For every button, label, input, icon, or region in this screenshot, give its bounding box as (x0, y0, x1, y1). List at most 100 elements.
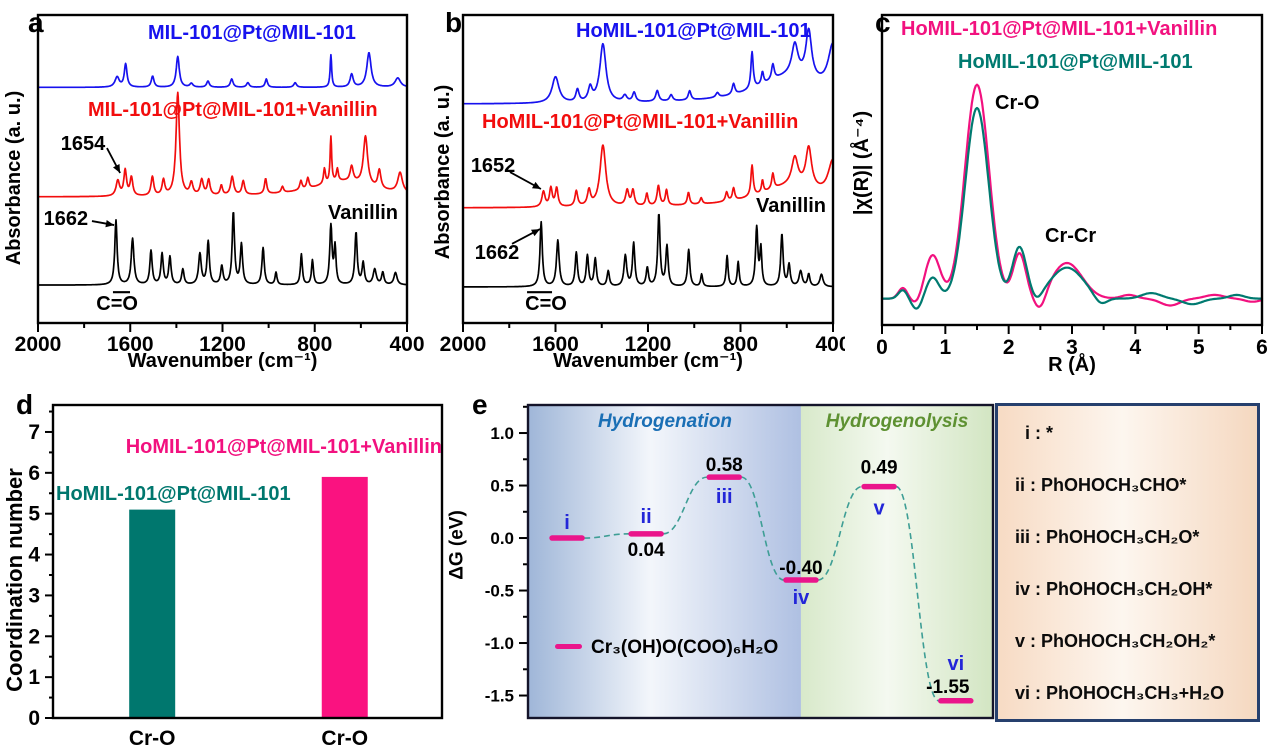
panel-b-y-axis-label: Absorbance (a. u.) (432, 84, 454, 260)
spectrum-curve (462, 27, 834, 105)
panel-b-x-axis-label: Wavenumber (cm⁻¹) (553, 350, 743, 372)
region-label-hydrogenation: Hydrogenation (597, 411, 733, 432)
species-item: iv : PhOHOCH₃CH₂OH* (1015, 579, 1213, 599)
y-tick-label: 1.0 (490, 424, 514, 443)
x-tick-label: 0 (876, 336, 888, 359)
connector-dashed (895, 485, 940, 702)
panel-a-y-axis-label: Absorbance (a. u.) (3, 90, 25, 266)
step-numeral: iv (793, 587, 811, 609)
species-item: vi : PhOHOCH₃CH₃+H₂O (1015, 683, 1225, 703)
panel-letter-e: e (472, 389, 488, 420)
spectrum-curve (37, 211, 408, 286)
x-tick-label: 2 (1003, 336, 1015, 359)
panel-letter-b: b (445, 7, 463, 38)
peak-label-cr-o: Cr-O (995, 92, 1040, 114)
exafs-curve (880, 83, 1264, 308)
step-numeral: i (564, 512, 570, 534)
plot-frame (461, 13, 835, 325)
annotation-arrowhead (532, 181, 541, 189)
y-tick-label: 1 (28, 666, 40, 689)
y-tick-label: 3 (28, 584, 40, 607)
panel-d-legend-plain: HoMIL-101@Pt@MIL-101 (56, 483, 291, 505)
step-numeral: ii (641, 506, 652, 528)
panel-d-y-axis-label: Coordination number (1, 468, 27, 692)
legend-line-swatch (555, 644, 582, 649)
panel-letter-a: a (28, 7, 44, 38)
exafs-curve (880, 106, 1264, 310)
y-tick-label: 0 (28, 707, 40, 730)
panel-a-series-label-vanillin: Vanillin (328, 202, 399, 224)
panel-e-legend: Cr₃(OH)O(COO)₆H₂O (555, 637, 779, 659)
connector-dashed (817, 485, 863, 581)
panel-b-series-label-vanillin: Vanillin (756, 195, 827, 217)
region-background (800, 405, 993, 718)
panel-b-series-label-blue: HoMIL-101@Pt@MIL-101 (576, 20, 811, 42)
x-tick-label: 6 (1256, 336, 1268, 359)
panel-letter-d: d (16, 389, 34, 420)
annotation-arrowhead (113, 164, 121, 173)
step-value: 0.49 (861, 458, 898, 479)
plot-frame (880, 13, 1264, 327)
category-label: Cr-O (129, 727, 176, 748)
panel-c-x-axis-label: R (Å) (1048, 354, 1096, 376)
y-tick-label: -1.5 (485, 687, 514, 706)
panel-a: 2000 1600 1200 800 400 1654 1662 C=O a Absorban… (0, 0, 430, 380)
y-tick-label: 0.5 (490, 477, 514, 496)
x-tick-label: 2000 (440, 333, 487, 356)
x-tick-label: 1600 (532, 333, 579, 356)
x-tick-label: 4 (1129, 336, 1141, 359)
x-tick-label: 1200 (199, 333, 246, 356)
panel-c-y-axis-label: |χ(R)| (Å⁻⁴) (851, 110, 873, 216)
annotation-text: 1654 (61, 133, 106, 155)
step-value: 0.58 (706, 455, 743, 476)
x-tick-label: 400 (815, 333, 845, 356)
panel-d-canvas: Cr-O Cr-O 0 1 2 3 4 5 6 7 (28, 403, 444, 748)
x-tick-label: 1200 (625, 333, 672, 356)
annotation-arrowhead (105, 220, 115, 228)
spectrum-curve (462, 144, 834, 209)
species-item: i : * (1025, 423, 1054, 443)
legend-formula: Cr₃(OH)O(COO)₆H₂O (591, 637, 779, 658)
step-numeral: vi (947, 653, 964, 675)
species-item: ii : PhOHOCH₃CHO* (1015, 475, 1187, 495)
panel-a-canvas: 2000 1600 1200 800 400 1654 1662 C=O (15, 13, 425, 356)
step-value: 0.04 (628, 540, 665, 561)
y-tick-label: 6 (28, 462, 40, 485)
region-background (528, 405, 801, 718)
annotation-text: C=O (96, 293, 138, 315)
plot-frame (526, 403, 995, 720)
spectrum-curve (37, 52, 408, 89)
annotation-text: 1662 (44, 208, 89, 230)
panel-d: Cr-O Cr-O 0 1 2 3 4 5 6 7 d Coordination number H… (0, 380, 460, 748)
annotation-text: 1652 (471, 155, 516, 177)
spectrum-curve (37, 91, 408, 198)
y-tick-label: 0.0 (490, 529, 514, 548)
panel-e-y-axis-label: ΔG (eV) (446, 510, 468, 580)
bar (321, 476, 368, 718)
connector-dashed (584, 533, 630, 539)
panel-b-series-label-red: HoMIL-101@Pt@MIL-101+Vanillin (482, 111, 799, 133)
y-tick-label: -0.5 (485, 582, 514, 601)
peak-label-cr-cr: Cr-Cr (1045, 225, 1097, 247)
x-tick-label: 1 (939, 336, 951, 359)
annotation-arrowhead (531, 229, 540, 237)
annotation-text: 1662 (475, 242, 520, 264)
species-item: v : PhOHOCH₃CH₂OH₂* (1015, 631, 1216, 651)
y-tick-label: 4 (28, 544, 40, 567)
category-label: Cr-O (321, 727, 368, 748)
bar (129, 509, 176, 718)
panel-c: 0 1 2 3 4 5 6 c |χ(R)| (Å⁻⁴) R (Å) HoMIL-101@P… (845, 0, 1269, 380)
x-tick-label: 800 (297, 333, 332, 356)
panel-letter-c: c (875, 7, 891, 38)
panel-c-series-label-pink: HoMIL-101@Pt@MIL-101+Vanillin (901, 18, 1218, 40)
step-value: -0.40 (779, 558, 822, 579)
x-tick-label: 3 (1066, 336, 1078, 359)
connector-dashed (662, 476, 708, 535)
x-tick-label: 5 (1193, 336, 1205, 359)
annotation-text: C=O (525, 293, 567, 315)
x-tick-label: 400 (389, 333, 424, 356)
y-tick-label: 7 (28, 421, 40, 444)
x-tick-label: 1600 (107, 333, 154, 356)
x-tick-label: 800 (723, 333, 758, 356)
